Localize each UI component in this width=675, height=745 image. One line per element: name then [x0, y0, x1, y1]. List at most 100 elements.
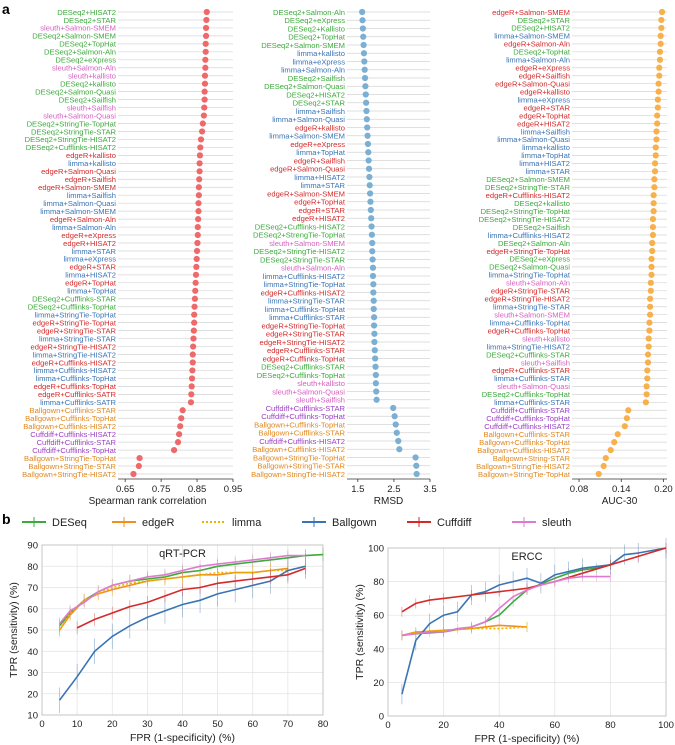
data-point [648, 271, 655, 278]
data-point [192, 287, 199, 294]
x-tick-label: 60 [550, 720, 561, 731]
x-tick-label: 0 [385, 720, 390, 731]
category-label: DESeq2+Cufflinks-STAR [261, 363, 345, 372]
x-tick-label: 3.5 [423, 484, 436, 495]
category-label: limma+Cufflinks-TopHat [265, 305, 346, 314]
category-label: limma+HISAT2 [65, 271, 116, 280]
plot-frame [41, 544, 324, 716]
category-label: limma+Cufflinks-HISAT2 [34, 366, 116, 375]
legend-label: limma [232, 517, 262, 529]
data-point [644, 359, 652, 366]
data-point [130, 470, 137, 478]
category-label: sleuth+Salmon-SMEM [494, 310, 570, 319]
data-point [192, 279, 199, 286]
category-label: DESeq2+HISAT2 [57, 8, 116, 17]
data-point [195, 184, 202, 191]
category-label: edgeR+Cufflinks-STAR [492, 366, 571, 375]
data-point [648, 255, 655, 263]
data-point [188, 383, 195, 390]
data-point [390, 404, 397, 412]
legend-label: edgeR [142, 517, 174, 529]
category-label: limma+StringTie-STAR [493, 303, 571, 312]
data-point [650, 192, 657, 199]
x-tick-label: 40 [177, 719, 188, 730]
data-point [365, 165, 373, 172]
category-label: limma+StringTie-TopHat [35, 310, 117, 319]
category-label: limma+Salmon-Quasi [497, 135, 570, 144]
category-label: Cuffdiff+Cufflinks-HISAT2 [30, 430, 116, 439]
category-label: limma+STAR [301, 181, 346, 190]
data-point [196, 160, 203, 167]
data-point [190, 327, 197, 334]
category-label: limma+StringTie-STAR [268, 297, 346, 306]
data-point [187, 399, 195, 406]
data-point [367, 206, 374, 214]
category-label: DESeq2+StringTie-STAR [31, 127, 117, 136]
category-label: Ballgown+StringTie-TopHat [24, 454, 117, 463]
data-point [195, 216, 202, 223]
data-point [368, 223, 375, 230]
category-label: Ballgown+Cufflinks-STAR [259, 429, 346, 438]
category-label: edgeR+kallisto [66, 151, 116, 160]
data-point [364, 124, 371, 131]
category-label: DESeq2+TopHat [513, 48, 571, 57]
data-point [393, 429, 400, 436]
data-point [647, 279, 654, 286]
category-label: DESeq2+Cufflinks-TopHat [28, 303, 117, 312]
data-point [199, 120, 206, 127]
data-point [370, 314, 378, 321]
data-point [189, 367, 196, 374]
data-point [650, 208, 657, 215]
category-label: DESeq2+STAR [293, 99, 346, 108]
y-tick-label: 30 [27, 668, 38, 679]
category-label: edgeR+HISAT2 [292, 214, 345, 223]
category-label: sleuth+kallisto [68, 72, 116, 81]
data-point [190, 343, 197, 350]
data-point [361, 58, 368, 65]
data-point [360, 41, 367, 49]
category-label: Ballgown+Cufflinks-STAR [30, 406, 117, 415]
category-label: edgeR+StringTie-HISAT2 [31, 342, 116, 351]
data-point [595, 470, 602, 478]
data-point [191, 311, 198, 318]
y-tick-label: 70 [27, 583, 38, 594]
data-point [642, 399, 649, 406]
category-label: limma+Cufflinks-HISAT2 [488, 231, 570, 240]
category-label: edgeR+StringTie-TopHat [32, 318, 116, 327]
y-tick-label: 60 [373, 611, 384, 622]
category-label: limma+Salmon-Aln [281, 66, 345, 75]
category-label: sleuth+Sailfish [521, 358, 570, 367]
y-tick-label: 20 [373, 678, 384, 689]
category-label: edgeR+Salmon-SMEM [267, 189, 345, 198]
data-point [372, 355, 379, 362]
category-label: edgeR+TopHat [294, 198, 346, 207]
category-label: limma+STAR [526, 167, 571, 176]
series-line [401, 547, 667, 695]
category-label: Ballgown+String-STAR [493, 454, 571, 463]
data-point [191, 295, 199, 302]
data-point [191, 303, 198, 310]
category-label: limma+eXpress [63, 255, 116, 264]
category-label: DESeq2+StringTie-TopHat [481, 207, 571, 216]
x-tick-label: 70 [283, 719, 294, 730]
category-label: DESeq2+eXpress [55, 56, 116, 65]
category-label: limma+Salmon-SMEM [494, 32, 570, 41]
data-point [198, 128, 206, 135]
x-tick-label: 0.65 [116, 484, 135, 495]
data-point [646, 319, 653, 326]
category-label: edgeR+StringTie-STAR [491, 287, 571, 296]
category-label: Ballgown+Cufflinks-TopHat [254, 420, 346, 429]
category-label: edgeR+STAR [298, 206, 345, 215]
category-label: DESeq2+Salmon-Aln [498, 239, 570, 248]
category-label: DESeq2+Cufflinks-TopHat [482, 390, 571, 399]
category-label: limma+TopHat [521, 151, 571, 160]
category-label: Ballgown+StringTie-HISAT2 [476, 462, 570, 471]
data-point [656, 64, 663, 71]
category-label: Ballgown+StringTie-HISAT2 [251, 470, 345, 479]
category-label: limma+StringTie-TopHat [264, 280, 346, 289]
category-label: limma+Sailfish [521, 127, 570, 136]
category-label: DESeq2+Sailfish [59, 95, 116, 104]
x-axis-label: AUC-30 [602, 496, 638, 507]
data-point [623, 415, 630, 422]
data-point [359, 25, 366, 32]
